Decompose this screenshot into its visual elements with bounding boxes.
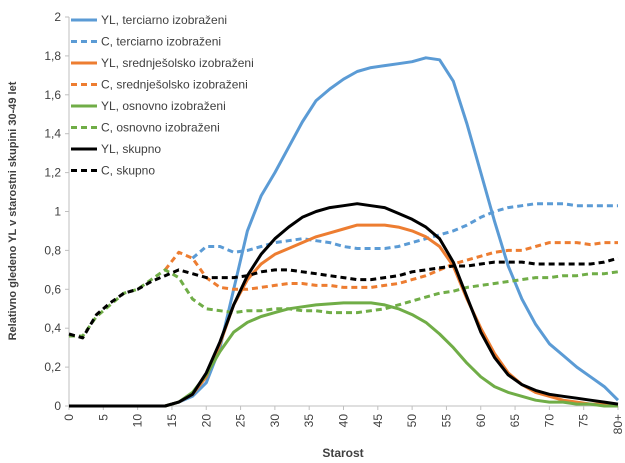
x-tick-label: 10 — [131, 414, 145, 428]
x-tick-label: 65 — [508, 414, 522, 428]
y-tick-label: 2 — [54, 10, 61, 24]
y-tick-label: 1 — [54, 205, 61, 219]
y-tick-label: 0,2 — [44, 360, 61, 374]
legend-label: YL, osnovno izobraženi — [101, 99, 226, 113]
x-tick-label: 15 — [165, 414, 179, 428]
legend-bg — [71, 97, 266, 116]
y-tick-label: 0,4 — [44, 321, 61, 335]
legend-bg — [71, 75, 266, 95]
legend-bg — [71, 161, 266, 181]
legend-bg — [71, 54, 266, 73]
x-tick-label: 35 — [302, 414, 316, 428]
legend-bg — [71, 118, 266, 138]
x-tick-label: 55 — [439, 414, 453, 428]
x-tick-label: 20 — [199, 414, 213, 428]
legend-bg — [71, 140, 266, 159]
y-tick-label: 1,6 — [44, 88, 61, 102]
x-tick-label: 45 — [371, 414, 385, 428]
y-tick-label: 0,6 — [44, 282, 61, 296]
legend-bg — [71, 32, 266, 52]
series-line — [69, 268, 619, 338]
legend-label: YL, skupno — [101, 142, 161, 156]
legend-label: C, osnovno izobraženi — [101, 121, 220, 135]
y-tick-label: 1,4 — [44, 127, 61, 141]
legend-label: C, skupno — [101, 164, 155, 178]
y-axis-label: Relativno gledeno YL v starostni skupini… — [7, 81, 19, 340]
y-tick-label: 1,8 — [44, 49, 61, 63]
legend-label: YL, srednješolsko izobraženi — [101, 56, 254, 70]
x-tick-label: 5 — [96, 414, 110, 421]
x-axis-label: Starost — [322, 446, 363, 460]
x-tick-label: 25 — [234, 414, 248, 428]
series-line — [68, 256, 619, 340]
x-tick-label: 0 — [62, 414, 76, 421]
x-tick-label: 70 — [542, 414, 556, 428]
series-line — [69, 223, 619, 408]
legend-bg — [71, 11, 266, 30]
x-tick-label: 40 — [337, 414, 351, 428]
series-line — [69, 202, 619, 408]
legend-label: C, terciarno izobraženi — [101, 35, 221, 49]
series-line — [191, 202, 618, 260]
y-tick-label: 0 — [54, 399, 61, 413]
y-tick-label: 0,8 — [44, 243, 61, 257]
y-tick-label: 1,2 — [44, 166, 61, 180]
x-tick-label: 75 — [577, 414, 591, 428]
series-line — [163, 241, 618, 291]
x-tick-label: 60 — [474, 414, 488, 428]
x-tick-label: 80+ — [611, 414, 625, 434]
x-tick-label: 50 — [405, 414, 419, 428]
x-tick-label: 30 — [268, 414, 282, 428]
legend-label: C, srednješolsko izobraženi — [101, 78, 248, 92]
legend-label: YL, terciarno izobraženi — [101, 13, 227, 27]
